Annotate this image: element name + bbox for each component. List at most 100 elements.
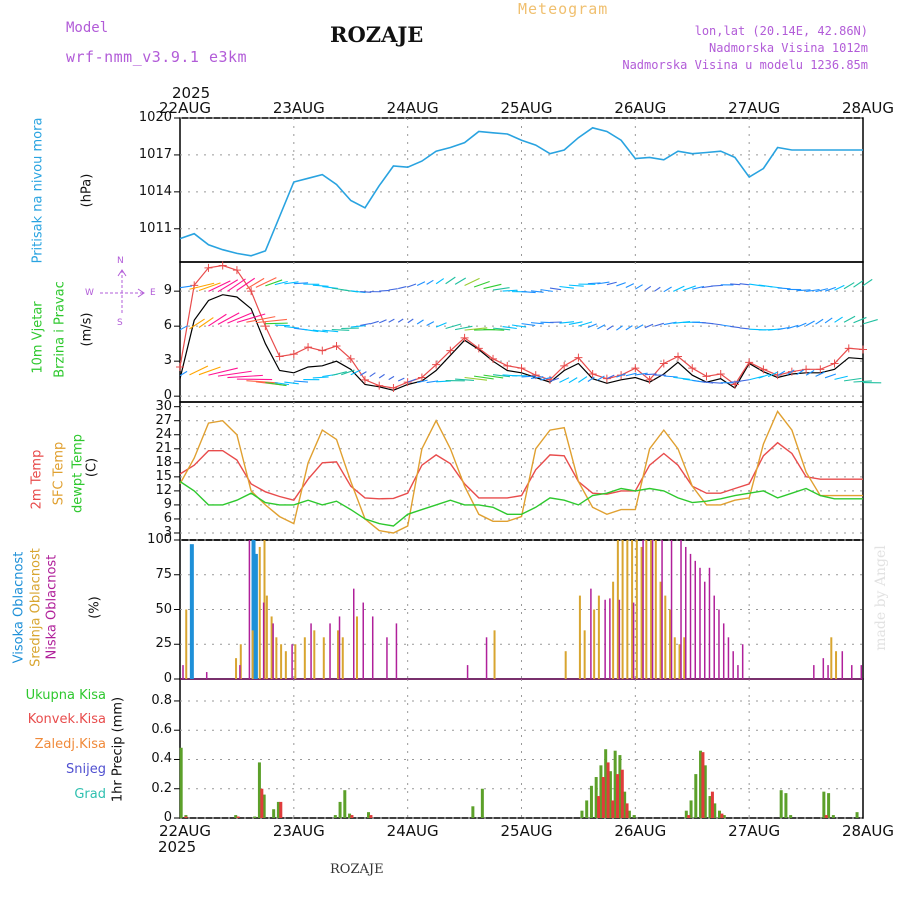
- wind-arrow: [635, 284, 643, 290]
- cloud-bar-2: [860, 665, 863, 679]
- wind-arrow: [293, 380, 309, 383]
- precip-bar-0: [179, 747, 183, 818]
- wind-arrow: [350, 369, 361, 376]
- cloud-bar-2: [182, 665, 184, 679]
- wind-arrow: [217, 370, 252, 377]
- wind-arrow: [521, 375, 536, 378]
- wind-arrow: [730, 380, 741, 383]
- pressure-ytick: 1014: [138, 183, 172, 199]
- temp-line-2: [179, 480, 863, 527]
- precip-bar-0: [471, 806, 475, 818]
- cloud-bar-2: [727, 637, 730, 679]
- cloud-bar-2: [841, 651, 844, 679]
- wind-arrow: [853, 316, 867, 324]
- cloud-bar-1: [270, 616, 273, 679]
- wind-arrow: [388, 288, 398, 291]
- cloud-bar-2: [310, 623, 312, 679]
- credit-label: made by Angel: [873, 545, 889, 651]
- wind-arrow: [530, 322, 544, 325]
- wind-arrow: [767, 371, 778, 378]
- wind-arrow: [711, 322, 723, 326]
- wind-arrow: [616, 325, 623, 331]
- precip-bar-0: [694, 774, 698, 818]
- cloud-bar-2: [338, 616, 341, 679]
- cloud-bar-1: [258, 546, 261, 679]
- wind-arrow: [378, 373, 385, 379]
- wind-gust-marker: [830, 359, 839, 368]
- wind-arrow: [246, 380, 278, 384]
- coords-label: lon,lat (20.14E, 42.86N): [694, 24, 868, 38]
- cloud-unit: (%): [87, 596, 103, 619]
- wind-arrow: [653, 286, 661, 292]
- cloud-bar-2: [642, 540, 644, 679]
- wind-arrow: [559, 321, 575, 324]
- wind-arrow: [530, 290, 544, 293]
- wind-arrow: [663, 321, 677, 326]
- cloud-bar-2: [395, 623, 398, 679]
- wind-arrow: [350, 324, 366, 328]
- wind-arrow: [255, 277, 277, 288]
- temp-label-sfc: SFC Temp: [51, 441, 67, 506]
- temp-label-dew: dewpt Temp: [70, 434, 86, 514]
- cloud-bar-2: [722, 623, 725, 679]
- cloud-bar-2: [670, 540, 673, 679]
- compass-north: N: [117, 256, 124, 266]
- wind-ytick: 6: [163, 318, 172, 334]
- cloud-bar-1: [645, 540, 648, 679]
- wind-gust-marker: [289, 350, 298, 359]
- wind-arrow: [786, 324, 799, 330]
- precip-bar-1: [350, 815, 354, 818]
- wind-arrow: [597, 375, 605, 381]
- cloud-bar-1: [659, 581, 662, 679]
- wind-arrow: [360, 322, 371, 327]
- wind-gust-marker: [859, 345, 867, 354]
- wind-arrow: [796, 369, 805, 376]
- wind-arrow: [284, 281, 299, 285]
- cloud-label-low: Niska Oblacnost: [44, 554, 60, 660]
- x-tick-label-bottom: 25AUG: [500, 822, 553, 840]
- wind-arrow: [824, 286, 836, 292]
- cloud-bar-1: [673, 637, 676, 679]
- wind-ytick: 3: [163, 353, 172, 369]
- cloud-bar-1: [683, 637, 686, 679]
- precip-bar-1: [625, 803, 629, 818]
- precip-legend-hail: Grad: [74, 787, 106, 802]
- pressure-ytick: 1011: [138, 220, 172, 236]
- cloud-bar-2: [703, 581, 706, 679]
- wind-gust-marker: [375, 381, 384, 390]
- temp-frame: [179, 401, 864, 541]
- precip-bar-1: [611, 800, 615, 818]
- wind-arrow: [198, 317, 214, 328]
- wind-arrow: [578, 376, 588, 383]
- wind-gust-marker: [659, 359, 668, 368]
- wind-gust-marker: [503, 361, 512, 370]
- cloud-bar-1: [830, 637, 833, 679]
- cloud-ytick: 25: [155, 636, 172, 652]
- pressure-ytick: 1017: [138, 146, 172, 162]
- wind-arrow: [843, 377, 862, 382]
- wind-gust-marker: [759, 365, 768, 374]
- precip-bar-0: [684, 810, 688, 818]
- wind-unit: (m/s): [79, 312, 95, 347]
- cloud-bar-1: [235, 658, 238, 679]
- wind-gust-marker: [489, 354, 498, 363]
- wind-gust-marker: [816, 365, 825, 374]
- wind-arrow: [663, 375, 678, 378]
- cloud-label-mid: Srednja Oblacnost: [28, 548, 44, 667]
- wind-arrow: [616, 373, 626, 378]
- precip-bar-0: [779, 790, 783, 818]
- x-tick-label-bottom: 23AUG: [272, 822, 325, 840]
- wind-arrow: [606, 325, 614, 331]
- wind-arrow: [198, 282, 221, 292]
- cloud-bar-2: [822, 658, 825, 679]
- x-tick-label-top: 23AUG: [272, 99, 325, 117]
- cloud-bar-1: [635, 540, 638, 679]
- wind-arrow: [492, 374, 510, 378]
- cloud-bar-2: [713, 595, 715, 679]
- cloud-bar-1: [265, 595, 268, 679]
- precip-bar-0: [257, 762, 261, 818]
- wind-arrow: [777, 370, 786, 376]
- wind-arrow: [625, 372, 637, 377]
- wind-arrow: [644, 373, 657, 376]
- wind-arrow: [473, 280, 490, 288]
